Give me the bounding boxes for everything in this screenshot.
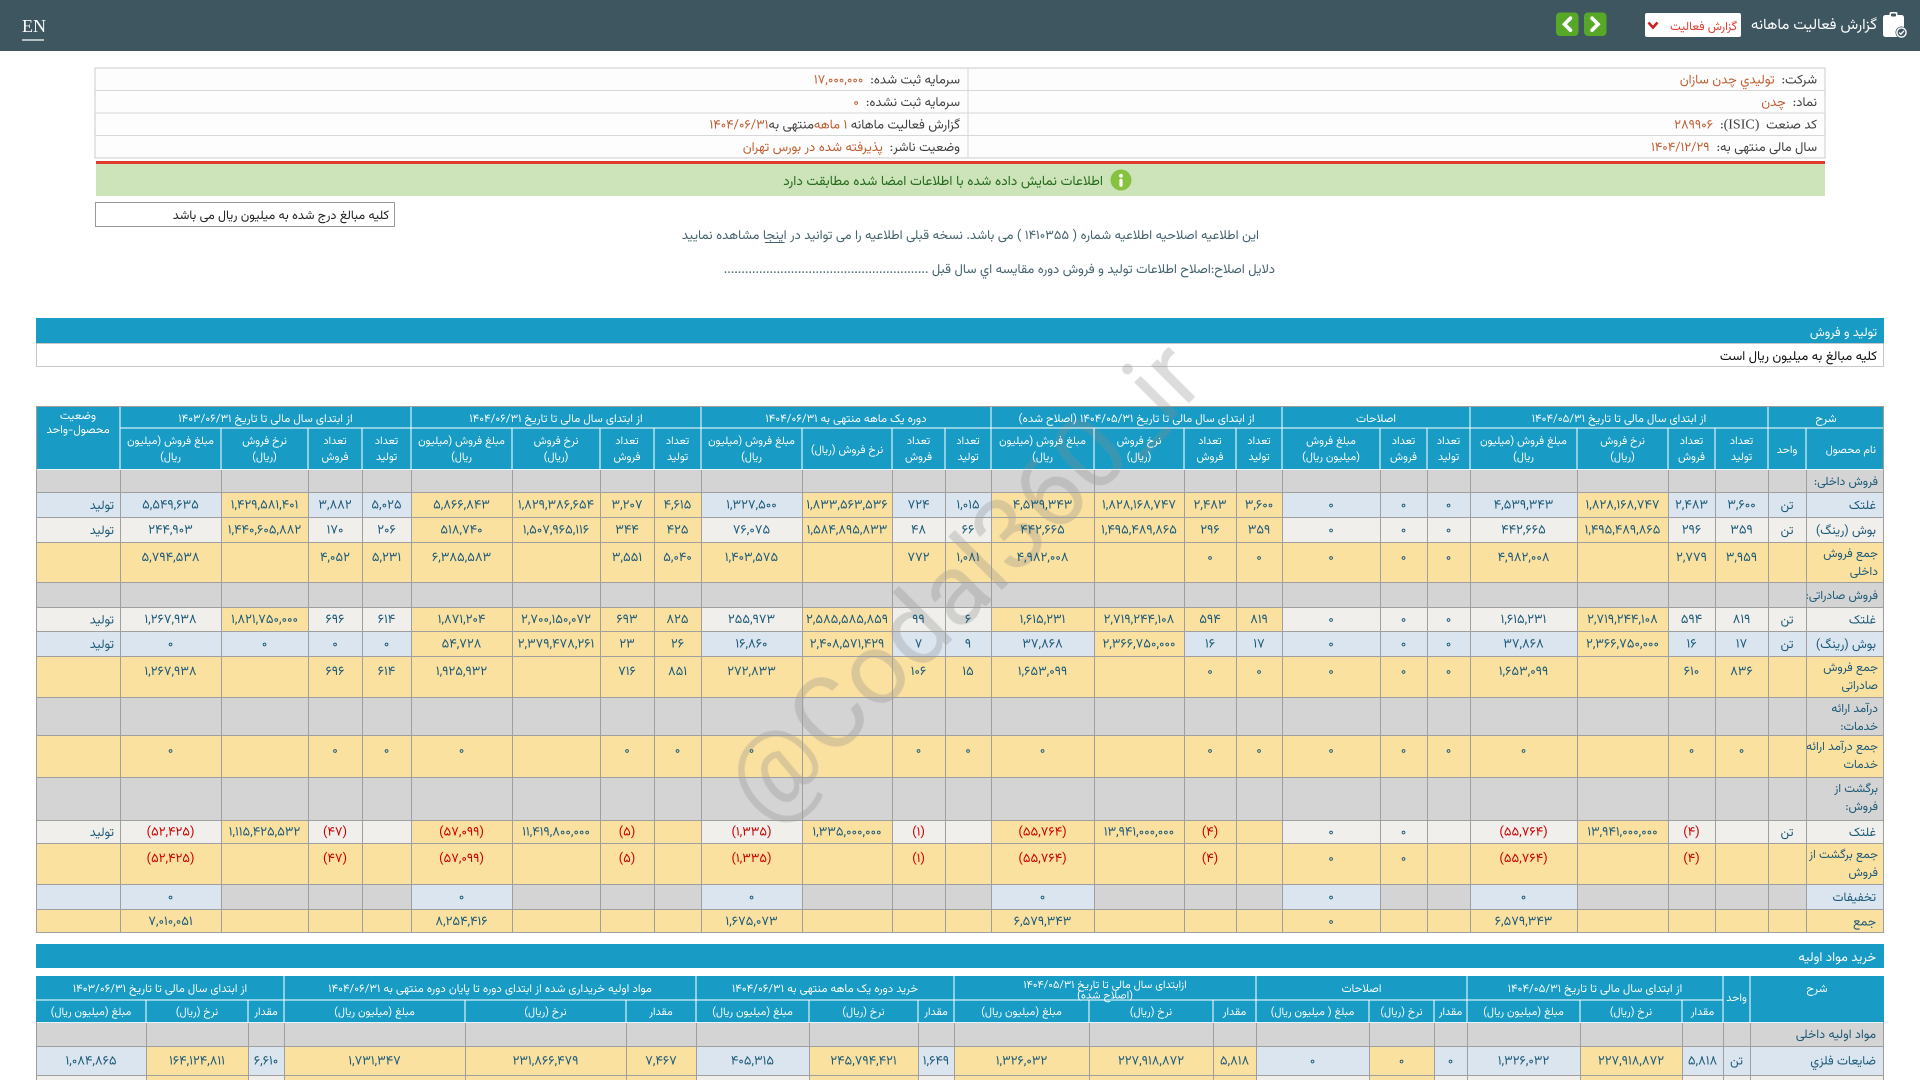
svg-text:(ISIC): (ISIC) [1724, 118, 1760, 133]
svg-text:EN: EN [22, 16, 46, 36]
